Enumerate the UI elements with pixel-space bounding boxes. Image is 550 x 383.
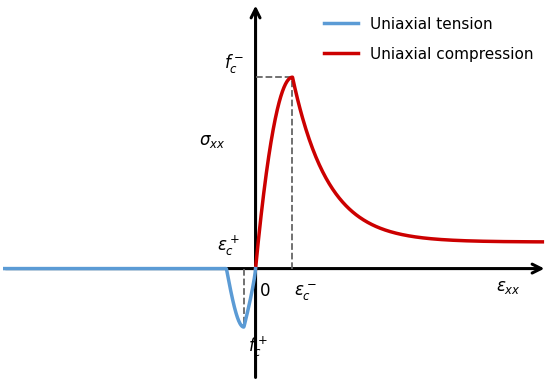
Text: $\varepsilon_{xx}$: $\varepsilon_{xx}$: [496, 278, 521, 296]
Text: $0$: $0$: [260, 282, 271, 300]
Text: $\varepsilon_c^+$: $\varepsilon_c^+$: [217, 234, 240, 258]
Text: $f_c^-$: $f_c^-$: [224, 52, 244, 75]
Text: $\varepsilon_c^-$: $\varepsilon_c^-$: [294, 282, 317, 303]
Text: $f_c^+$: $f_c^+$: [248, 335, 268, 359]
Legend: Uniaxial tension, Uniaxial compression: Uniaxial tension, Uniaxial compression: [318, 10, 540, 68]
Text: $\sigma_{xx}$: $\sigma_{xx}$: [199, 132, 225, 150]
